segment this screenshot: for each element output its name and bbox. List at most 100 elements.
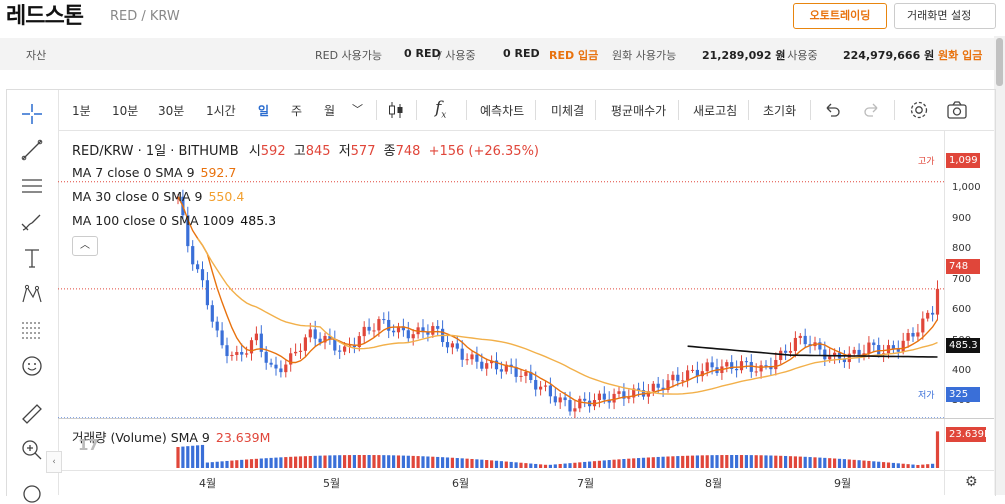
candle-body [333,338,337,351]
text-icon[interactable] [20,246,44,270]
red-available-value: 0 RED [404,47,441,60]
refresh-button[interactable]: 새로고침 [693,104,738,118]
page-scrollbar[interactable] [994,36,1005,495]
candle-body [240,352,244,355]
candle-body [504,364,508,372]
candle-body [759,365,763,372]
scroll-left-button[interactable]: ‹ [46,451,62,473]
candle-body [455,343,459,349]
candle-body [627,397,631,399]
candle-body [494,360,499,370]
emoji-icon[interactable] [20,354,44,378]
reset-button[interactable]: 초기화 [763,104,797,118]
candle-body [867,342,871,354]
camera-icon[interactable] [946,99,968,121]
crosshair-icon[interactable] [20,102,44,126]
candle-body [308,329,312,338]
volume-bar [421,456,425,468]
candle-body [524,371,528,376]
volume-bar [445,457,450,468]
candle-body [803,335,807,345]
ruler-icon[interactable] [20,402,44,426]
pane-settings-icon[interactable]: ⚙ [965,474,978,490]
candle-body [529,371,533,380]
horizontal-lines-icon[interactable] [20,174,44,198]
trend-line-icon[interactable] [20,138,44,162]
avg-price-button[interactable]: 평균매수가 [611,104,667,118]
undo-icon[interactable] [822,100,842,120]
magnet-icon[interactable] [20,480,44,504]
volume-bar [499,461,503,468]
pattern-icon[interactable] [20,282,44,306]
collapse-legend-button[interactable]: ︿ [72,236,98,256]
volume-bar [798,456,802,468]
chevron-down-icon[interactable]: ﹀ [352,103,363,116]
zoom-in-icon[interactable] [20,438,44,462]
candle-body [739,361,744,371]
volume-bar [485,460,489,468]
volume-bar [803,456,807,468]
volume-bar [690,455,695,468]
volume-bar [470,458,474,468]
price-chart[interactable] [58,131,944,475]
candle-body [490,360,494,364]
candle-body [274,364,278,369]
volume-bar [284,457,288,468]
interval-1h[interactable]: 1시간 [206,104,236,118]
volume-bar [583,461,587,468]
interval-10m[interactable]: 10분 [112,104,139,118]
coin-title: 레드스톤 [6,4,84,29]
settings-gear-icon[interactable] [908,99,930,121]
candle-body [465,359,469,361]
unfilled-button[interactable]: 미체결 [551,104,585,118]
candle-body [205,280,209,306]
time-tick: 7월 [577,477,595,490]
candle-body [543,385,548,387]
pane-divider[interactable] [58,418,994,419]
interval-month[interactable]: 월 [324,104,336,118]
fib-icon[interactable] [20,318,44,342]
time-tick: 9월 [834,477,852,490]
candle-body [328,335,332,339]
interval-day[interactable]: 일 [258,104,270,118]
candle-body [784,350,788,353]
interval-30m[interactable]: 30분 [158,104,185,118]
krw-deposit-link[interactable]: 원화 입금 [938,49,983,62]
red-deposit-link[interactable]: RED 입금 [549,49,599,62]
interval-week[interactable]: 주 [291,104,303,118]
volume-bar [735,455,739,468]
volume-bar [607,460,611,468]
candle-body [573,408,577,412]
expect-chart-button[interactable]: 예측차트 [480,104,525,118]
volume-bar [788,456,793,468]
candle-body [196,264,200,270]
redo-icon[interactable] [862,100,882,120]
candle-body [877,345,881,355]
high-label: 고 [293,144,306,159]
auto-trade-button[interactable]: 오토트레이딩 [793,3,887,29]
candle-body [303,337,307,351]
candle-body [852,349,856,354]
volume-bar [254,458,258,468]
candle-body [935,288,940,315]
scrollbar-thumb[interactable] [996,38,1003,86]
volume-bar [490,460,494,468]
volume-bar [730,455,734,468]
candle-body [406,330,410,339]
screen-settings-button[interactable]: 거래화면 설정 ⚙ [894,3,996,29]
candle-body [245,353,249,355]
low-price-box: 325 [946,387,980,402]
screen-settings-label: 거래화면 설정 [907,9,972,22]
indicator-icon[interactable]: fx [435,98,447,121]
brush-icon[interactable] [20,210,44,234]
candle-body [426,332,430,335]
candle-body [666,380,670,391]
candle-body [460,348,464,360]
volume-bar [401,455,405,468]
interval-1m[interactable]: 1분 [72,104,91,118]
open-value: 592 [260,144,286,159]
candle-body [842,358,846,363]
candle-type-icon[interactable] [386,100,406,120]
volume-bar [377,455,381,468]
volume-bar [842,459,846,468]
